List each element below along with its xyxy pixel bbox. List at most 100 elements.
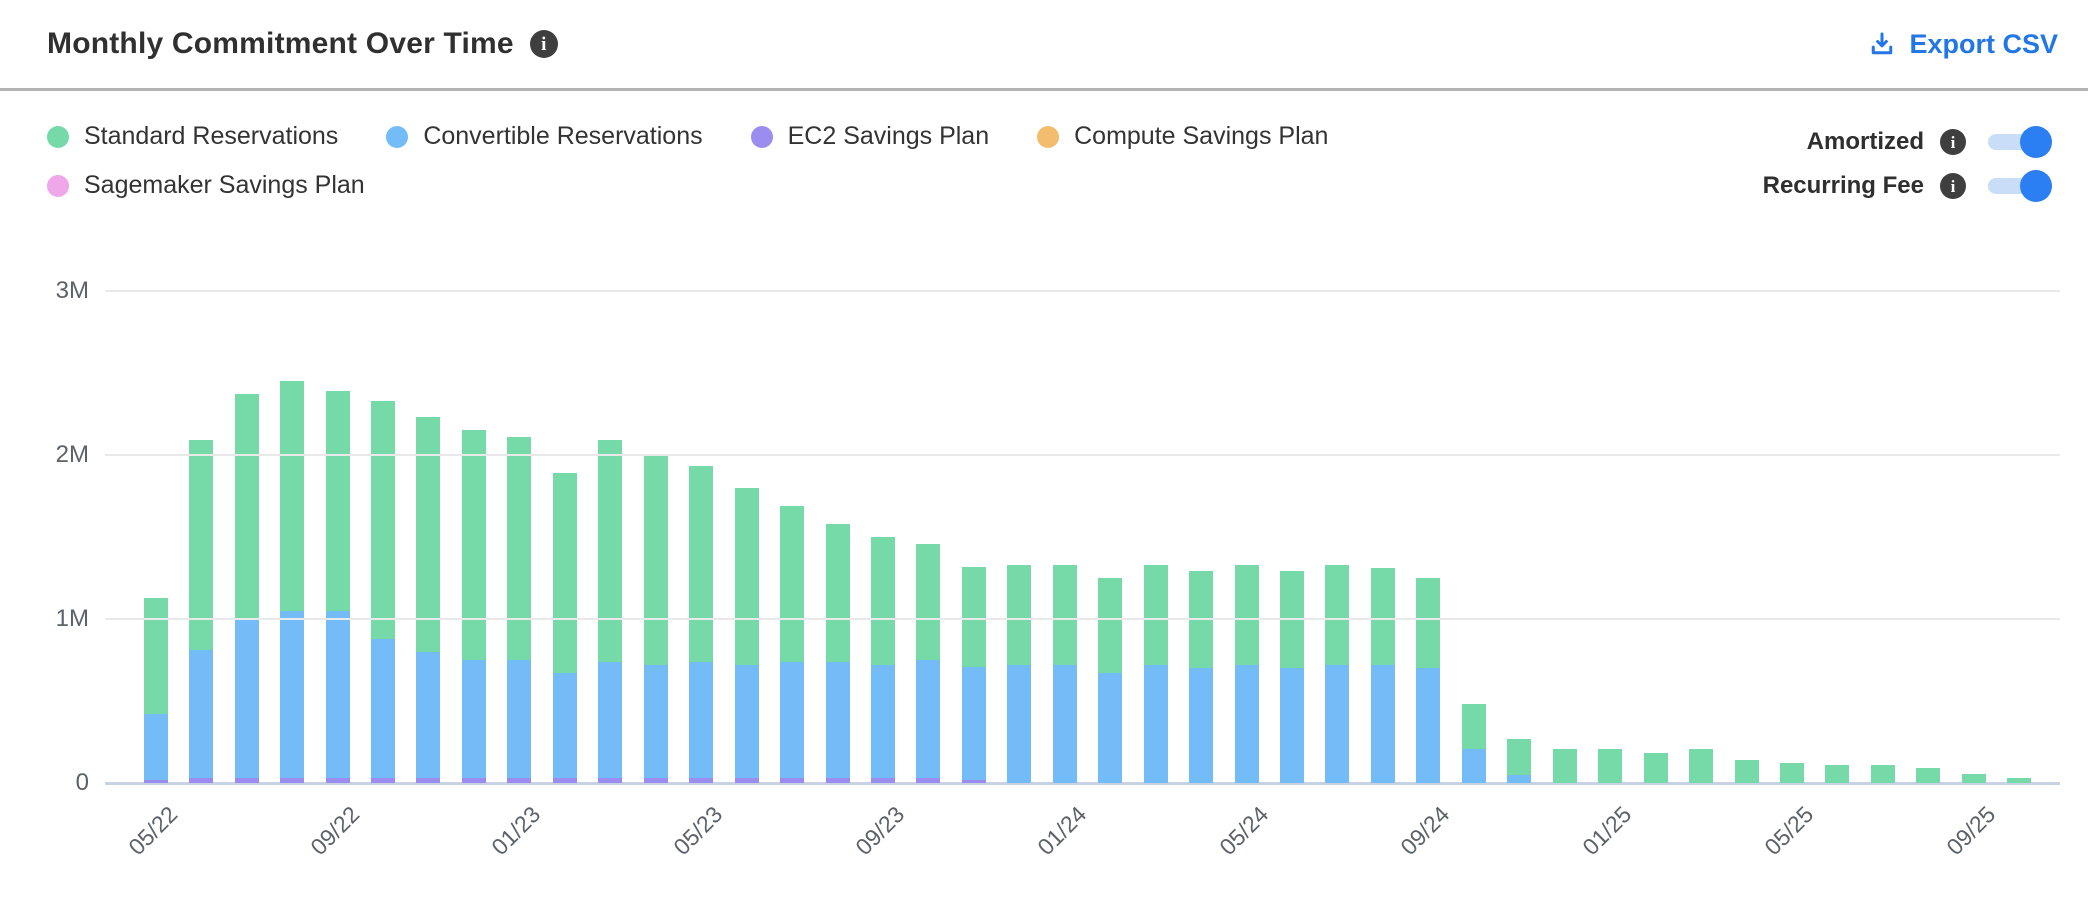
bar-segment-standard-reservations[interactable]	[1007, 564, 1032, 665]
amortized-toggle[interactable]	[1988, 126, 2052, 158]
bar-segment-convertible-reservations[interactable]	[143, 714, 168, 780]
bar-segment-convertible-reservations[interactable]	[1416, 668, 1441, 783]
bar-segment-ec2-savings-plan[interactable]	[598, 778, 623, 783]
bar-08-23[interactable]	[825, 291, 850, 783]
bar-segment-ec2-savings-plan[interactable]	[189, 778, 214, 783]
bar-03-23[interactable]	[598, 291, 623, 783]
bar-08-22[interactable]	[280, 291, 305, 783]
bar-04-24[interactable]	[1189, 291, 1214, 783]
bar-segment-convertible-reservations[interactable]	[1052, 664, 1077, 783]
export-csv-button[interactable]: Export CSV	[1867, 29, 2058, 60]
bar-segment-standard-reservations[interactable]	[1461, 704, 1486, 749]
legend-item-ec2-savings-plan[interactable]: EC2 Savings Plan	[750, 122, 989, 151]
bar-segment-convertible-reservations[interactable]	[325, 610, 350, 779]
bar-segment-ec2-savings-plan[interactable]	[870, 778, 895, 783]
bar-segment-standard-reservations[interactable]	[1916, 768, 1941, 783]
recurring-fee-info-icon[interactable]: i	[1940, 173, 1966, 199]
legend-item-sagemaker-savings-plan[interactable]: Sagemaker Savings Plan	[47, 171, 365, 200]
bar-segment-standard-reservations[interactable]	[1098, 578, 1123, 674]
bar-segment-standard-reservations[interactable]	[825, 523, 850, 662]
bar-segment-convertible-reservations[interactable]	[1007, 664, 1032, 783]
bar-segment-standard-reservations[interactable]	[1370, 568, 1395, 665]
bar-segment-standard-reservations[interactable]	[1325, 564, 1350, 665]
bar-segment-convertible-reservations[interactable]	[1280, 668, 1305, 783]
bar-06-22[interactable]	[189, 291, 214, 783]
bar-10-25[interactable]	[2007, 291, 2032, 783]
bar-06-24[interactable]	[1280, 291, 1305, 783]
bar-segment-convertible-reservations[interactable]	[734, 664, 759, 779]
bar-segment-convertible-reservations[interactable]	[416, 651, 441, 779]
bar-04-25[interactable]	[1734, 291, 1759, 783]
bar-segment-standard-reservations[interactable]	[1552, 748, 1577, 783]
bar-12-23[interactable]	[1007, 291, 1032, 783]
bar-segment-convertible-reservations[interactable]	[1325, 664, 1350, 783]
bar-segment-standard-reservations[interactable]	[961, 566, 986, 667]
bar-segment-ec2-savings-plan[interactable]	[643, 778, 668, 783]
bar-segment-standard-reservations[interactable]	[1780, 763, 1804, 783]
bar-segment-standard-reservations[interactable]	[461, 430, 486, 660]
bar-segment-convertible-reservations[interactable]	[461, 660, 486, 779]
bar-segment-standard-reservations[interactable]	[1961, 773, 1986, 783]
bar-segment-standard-reservations[interactable]	[1825, 764, 1850, 783]
bar-segment-ec2-savings-plan[interactable]	[280, 778, 305, 783]
bar-segment-standard-reservations[interactable]	[1143, 564, 1168, 665]
bar-10-22[interactable]	[370, 291, 395, 783]
bar-segment-standard-reservations[interactable]	[870, 537, 895, 665]
bar-segment-standard-reservations[interactable]	[1689, 748, 1714, 783]
bar-02-23[interactable]	[552, 291, 577, 783]
bar-segment-ec2-savings-plan[interactable]	[461, 778, 486, 783]
legend-item-standard-reservations[interactable]: Standard Reservations	[47, 122, 338, 151]
bar-10-23[interactable]	[916, 291, 941, 783]
bar-segment-standard-reservations[interactable]	[552, 473, 577, 674]
bar-segment-standard-reservations[interactable]	[1507, 738, 1532, 775]
bar-segment-standard-reservations[interactable]	[643, 455, 668, 665]
bar-segment-standard-reservations[interactable]	[416, 417, 441, 652]
legend-item-compute-savings-plan[interactable]: Compute Savings Plan	[1037, 122, 1328, 151]
bar-05-24[interactable]	[1234, 291, 1259, 783]
bar-09-24[interactable]	[1416, 291, 1441, 783]
bar-segment-ec2-savings-plan[interactable]	[825, 778, 850, 783]
bar-02-25[interactable]	[1643, 291, 1668, 783]
bar-05-22[interactable]	[143, 291, 168, 783]
bar-segment-standard-reservations[interactable]	[1734, 760, 1759, 783]
bar-07-24[interactable]	[1325, 291, 1350, 783]
bar-11-22[interactable]	[416, 291, 441, 783]
bar-segment-standard-reservations[interactable]	[1052, 564, 1077, 665]
bar-segment-standard-reservations[interactable]	[280, 381, 305, 611]
bar-segment-standard-reservations[interactable]	[325, 391, 350, 611]
bar-segment-ec2-savings-plan[interactable]	[552, 778, 577, 783]
bar-segment-ec2-savings-plan[interactable]	[507, 778, 532, 783]
bar-segment-standard-reservations[interactable]	[1643, 753, 1668, 783]
bar-segment-convertible-reservations[interactable]	[598, 661, 623, 779]
amortized-info-icon[interactable]: i	[1940, 129, 1966, 155]
bar-segment-convertible-reservations[interactable]	[1370, 664, 1395, 783]
bar-segment-ec2-savings-plan[interactable]	[961, 779, 986, 783]
bar-03-25[interactable]	[1689, 291, 1714, 783]
bar-segment-standard-reservations[interactable]	[734, 487, 759, 665]
legend-item-convertible-reservations[interactable]: Convertible Reservations	[386, 122, 703, 151]
bar-segment-ec2-savings-plan[interactable]	[370, 778, 395, 783]
bar-segment-standard-reservations[interactable]	[1416, 578, 1441, 669]
bar-segment-ec2-savings-plan[interactable]	[143, 779, 168, 783]
bar-01-23[interactable]	[507, 291, 532, 783]
bar-09-25[interactable]	[1961, 291, 1986, 783]
bar-segment-convertible-reservations[interactable]	[1234, 664, 1259, 783]
bar-segment-convertible-reservations[interactable]	[189, 650, 214, 779]
bar-08-24[interactable]	[1370, 291, 1395, 783]
bar-segment-ec2-savings-plan[interactable]	[916, 778, 941, 783]
bar-09-22[interactable]	[325, 291, 350, 783]
bar-segment-standard-reservations[interactable]	[370, 400, 395, 639]
bar-06-23[interactable]	[734, 291, 759, 783]
bar-segment-standard-reservations[interactable]	[1598, 748, 1623, 783]
bar-06-25[interactable]	[1825, 291, 1850, 783]
bar-segment-convertible-reservations[interactable]	[1098, 673, 1123, 783]
bar-segment-ec2-savings-plan[interactable]	[234, 778, 259, 783]
bar-segment-standard-reservations[interactable]	[189, 440, 214, 651]
bar-segment-ec2-savings-plan[interactable]	[325, 778, 350, 783]
bar-05-25[interactable]	[1780, 291, 1804, 783]
bar-segment-convertible-reservations[interactable]	[552, 673, 577, 779]
bar-11-24[interactable]	[1507, 291, 1532, 783]
bar-segment-convertible-reservations[interactable]	[280, 610, 305, 779]
bar-01-24[interactable]	[1052, 291, 1077, 783]
bar-segment-convertible-reservations[interactable]	[1189, 668, 1214, 783]
